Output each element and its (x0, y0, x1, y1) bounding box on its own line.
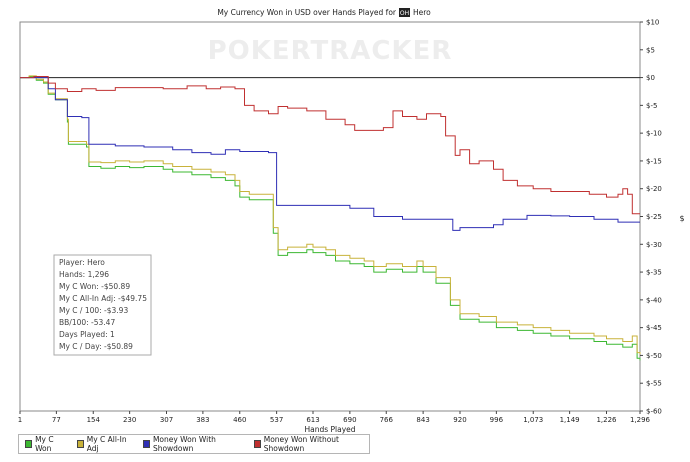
legend-swatch-icon (253, 440, 261, 448)
watermark: POKERTRACKER (208, 36, 453, 66)
x-axis-label: Hands Played (304, 425, 355, 434)
legend-label: Money Won Without Showdown (263, 435, 339, 453)
x-tick-label: 460 (233, 416, 246, 424)
x-tick-label: 1,149 (560, 416, 580, 424)
y-tick-label: $-25 (646, 213, 662, 221)
x-tick-label: 1,073 (523, 416, 543, 424)
y-tick-label: $0 (646, 74, 655, 82)
legend-label: Money Won With Showdown (152, 435, 216, 453)
y-tick-label: $-45 (646, 324, 662, 332)
y-tick-label: $-55 (646, 380, 662, 388)
x-tick-label: 613 (306, 416, 319, 424)
series-line-3 (20, 76, 640, 215)
legend-swatch-icon (142, 440, 150, 448)
legend-item-my-c-won[interactable]: My C Won (25, 435, 67, 453)
x-tick-label: 843 (416, 416, 429, 424)
legend-item-all-in-adj[interactable]: My C All-In Adj (76, 435, 133, 453)
y-axis-label: $ (679, 214, 684, 223)
chart-title-text: My Currency Won in USD over Hands Played… (217, 8, 397, 17)
series-line-2 (20, 77, 640, 231)
x-tick-label: 920 (453, 416, 466, 424)
x-tick-label: 383 (196, 416, 209, 424)
x-tick-label: 690 (343, 416, 356, 424)
stat-per100: My C / 100: -$3.93 (59, 306, 128, 315)
player-badge-icon (399, 8, 410, 17)
stats-box: Player: Hero Hands: 1,296 My C Won: -$50… (53, 254, 152, 356)
x-tick-label: 230 (123, 416, 136, 424)
x-tick-label: 1,226 (596, 416, 617, 424)
player-badge-text: OH (400, 10, 409, 17)
y-tick-label: $-5 (646, 102, 657, 110)
legend-label: My C All-In Adj (86, 435, 127, 453)
stat-bb100: BB/100: -53.47 (59, 318, 115, 327)
x-tick-label: 537 (270, 416, 283, 424)
y-tick-label: $-35 (646, 269, 662, 277)
stat-hands: Hands: 1,296 (59, 270, 109, 279)
x-tick-label: 1,296 (630, 416, 651, 424)
y-tick-label: $-50 (646, 352, 662, 360)
chart-title: My Currency Won in USD over Hands Played… (217, 8, 431, 17)
legend-swatch-icon (76, 440, 84, 448)
stat-days: Days Played: 1 (59, 330, 115, 339)
y-tick-label: $-10 (646, 130, 662, 138)
y-tick-label: $10 (646, 19, 659, 27)
legend-item-without-showdown[interactable]: Money Won Without Showdown (253, 435, 365, 453)
x-tick-label: 996 (490, 416, 504, 424)
x-tick-label: 77 (52, 416, 61, 424)
y-tick-label: $-20 (646, 185, 662, 193)
legend: My C Won My C All-In Adj Money Won With … (18, 434, 370, 454)
stat-player: Player: Hero (59, 258, 105, 267)
y-tick-label: $-60 (646, 408, 662, 416)
y-tick-label: $-30 (646, 241, 662, 249)
x-tick-label: 766 (380, 416, 394, 424)
y-tick-label: $5 (646, 46, 655, 54)
x-tick-label: 154 (87, 416, 101, 424)
player-name: Hero (413, 8, 431, 17)
y-tick-label: $-15 (646, 157, 662, 165)
stat-won: My C Won: -$50.89 (59, 282, 130, 291)
stat-allin: My C All-In Adj: -$49.75 (59, 294, 147, 303)
x-tick-label: 307 (160, 416, 173, 424)
legend-item-with-showdown[interactable]: Money Won With Showdown (142, 435, 244, 453)
legend-swatch-icon (25, 440, 33, 448)
x-tick-label: 1 (18, 416, 22, 424)
stat-perday: My C / Day: -$50.89 (59, 342, 133, 351)
legend-label: My C Won (35, 435, 54, 453)
y-tick-label: $-40 (646, 296, 662, 304)
